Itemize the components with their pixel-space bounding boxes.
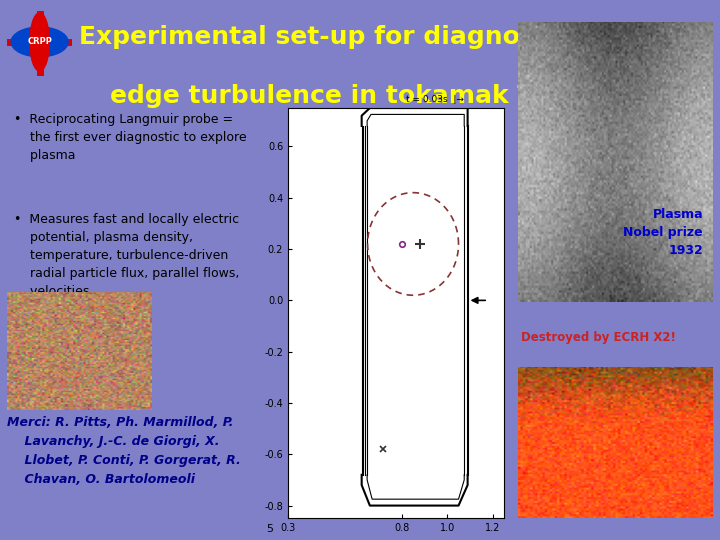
Text: •  Measures fast and locally electric
    potential, plasma density,
    tempera: • Measures fast and locally electric pot… bbox=[14, 213, 240, 298]
Text: Destroyed by ECRH X2!: Destroyed by ECRH X2! bbox=[521, 331, 676, 344]
Text: Merci: R. Pitts, Ph. Marmillod, P.
    Lavanchy, J.-C. de Giorgi, X.
    Llobet,: Merci: R. Pitts, Ph. Marmillod, P. Lavan… bbox=[7, 416, 241, 486]
Text: •  Reciprocating Langmuir probe =
    the first ever diagnostic to explore
    p: • Reciprocating Langmuir probe = the fir… bbox=[14, 113, 247, 163]
Text: Plasma
Nobel prize
1932: Plasma Nobel prize 1932 bbox=[624, 208, 703, 256]
Text: CRPP: CRPP bbox=[27, 37, 52, 46]
Text: t = 0.03s  |→: t = 0.03s |→ bbox=[406, 95, 464, 104]
Text: Experimental set-up for diagnosing: Experimental set-up for diagnosing bbox=[79, 25, 579, 49]
Text: 5: 5 bbox=[266, 524, 274, 534]
Ellipse shape bbox=[30, 13, 49, 71]
Ellipse shape bbox=[11, 27, 68, 57]
Text: edge turbulence in tokamak TCV: edge turbulence in tokamak TCV bbox=[110, 84, 572, 107]
